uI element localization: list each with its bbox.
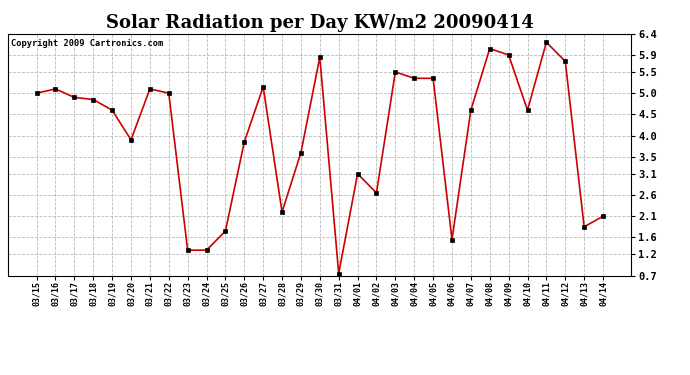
Text: Copyright 2009 Cartronics.com: Copyright 2009 Cartronics.com [12,39,164,48]
Title: Solar Radiation per Day KW/m2 20090414: Solar Radiation per Day KW/m2 20090414 [106,14,533,32]
